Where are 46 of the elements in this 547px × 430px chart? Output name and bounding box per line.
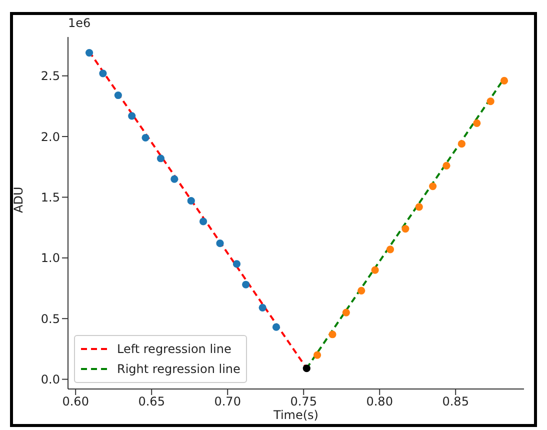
point (187, 197, 195, 205)
point (114, 91, 122, 100)
point (142, 134, 150, 142)
point (272, 323, 280, 331)
point (442, 162, 450, 170)
x-tick-label: 0.65 (138, 394, 165, 409)
y-tick-label: 2.0 (40, 130, 60, 144)
text: 1e6 (68, 16, 91, 30)
x-tick-label: 0.70 (214, 394, 241, 409)
point (156, 154, 165, 162)
point (128, 112, 136, 120)
point (358, 286, 366, 294)
x-tick-label: 0.85 (442, 394, 469, 409)
point (170, 175, 178, 183)
legend-label: Right regression line (117, 362, 240, 376)
point (99, 70, 107, 78)
point (242, 280, 250, 288)
point (473, 119, 481, 127)
point (429, 182, 437, 190)
y-tick-label: 0.5 (40, 312, 60, 326)
y-tick-label: 1.0 (40, 251, 60, 266)
point (386, 246, 394, 254)
point (258, 304, 266, 312)
x-tick-label: 0.80 (366, 394, 393, 409)
y-tick-label: 2.5 (40, 69, 60, 84)
point (500, 76, 508, 84)
point (458, 140, 466, 148)
y-axis-title: ADU (11, 186, 26, 213)
point (342, 308, 350, 316)
point (216, 240, 224, 248)
x-tick-label: 0.75 (290, 394, 317, 409)
point (328, 330, 336, 338)
y-tick-label: 0.0 (40, 372, 60, 387)
legend-label: Left regression line (117, 342, 232, 356)
x-tick-label: 0.60 (62, 394, 89, 409)
x-axis-title: Time(s) (272, 408, 318, 422)
point (313, 351, 322, 359)
point (371, 266, 379, 274)
point (85, 48, 94, 57)
point (199, 218, 208, 226)
y-tick-label: 1.5 (40, 190, 60, 204)
point (486, 98, 494, 106)
point (302, 364, 310, 372)
point (402, 224, 410, 233)
point (232, 260, 241, 268)
point (415, 203, 423, 211)
